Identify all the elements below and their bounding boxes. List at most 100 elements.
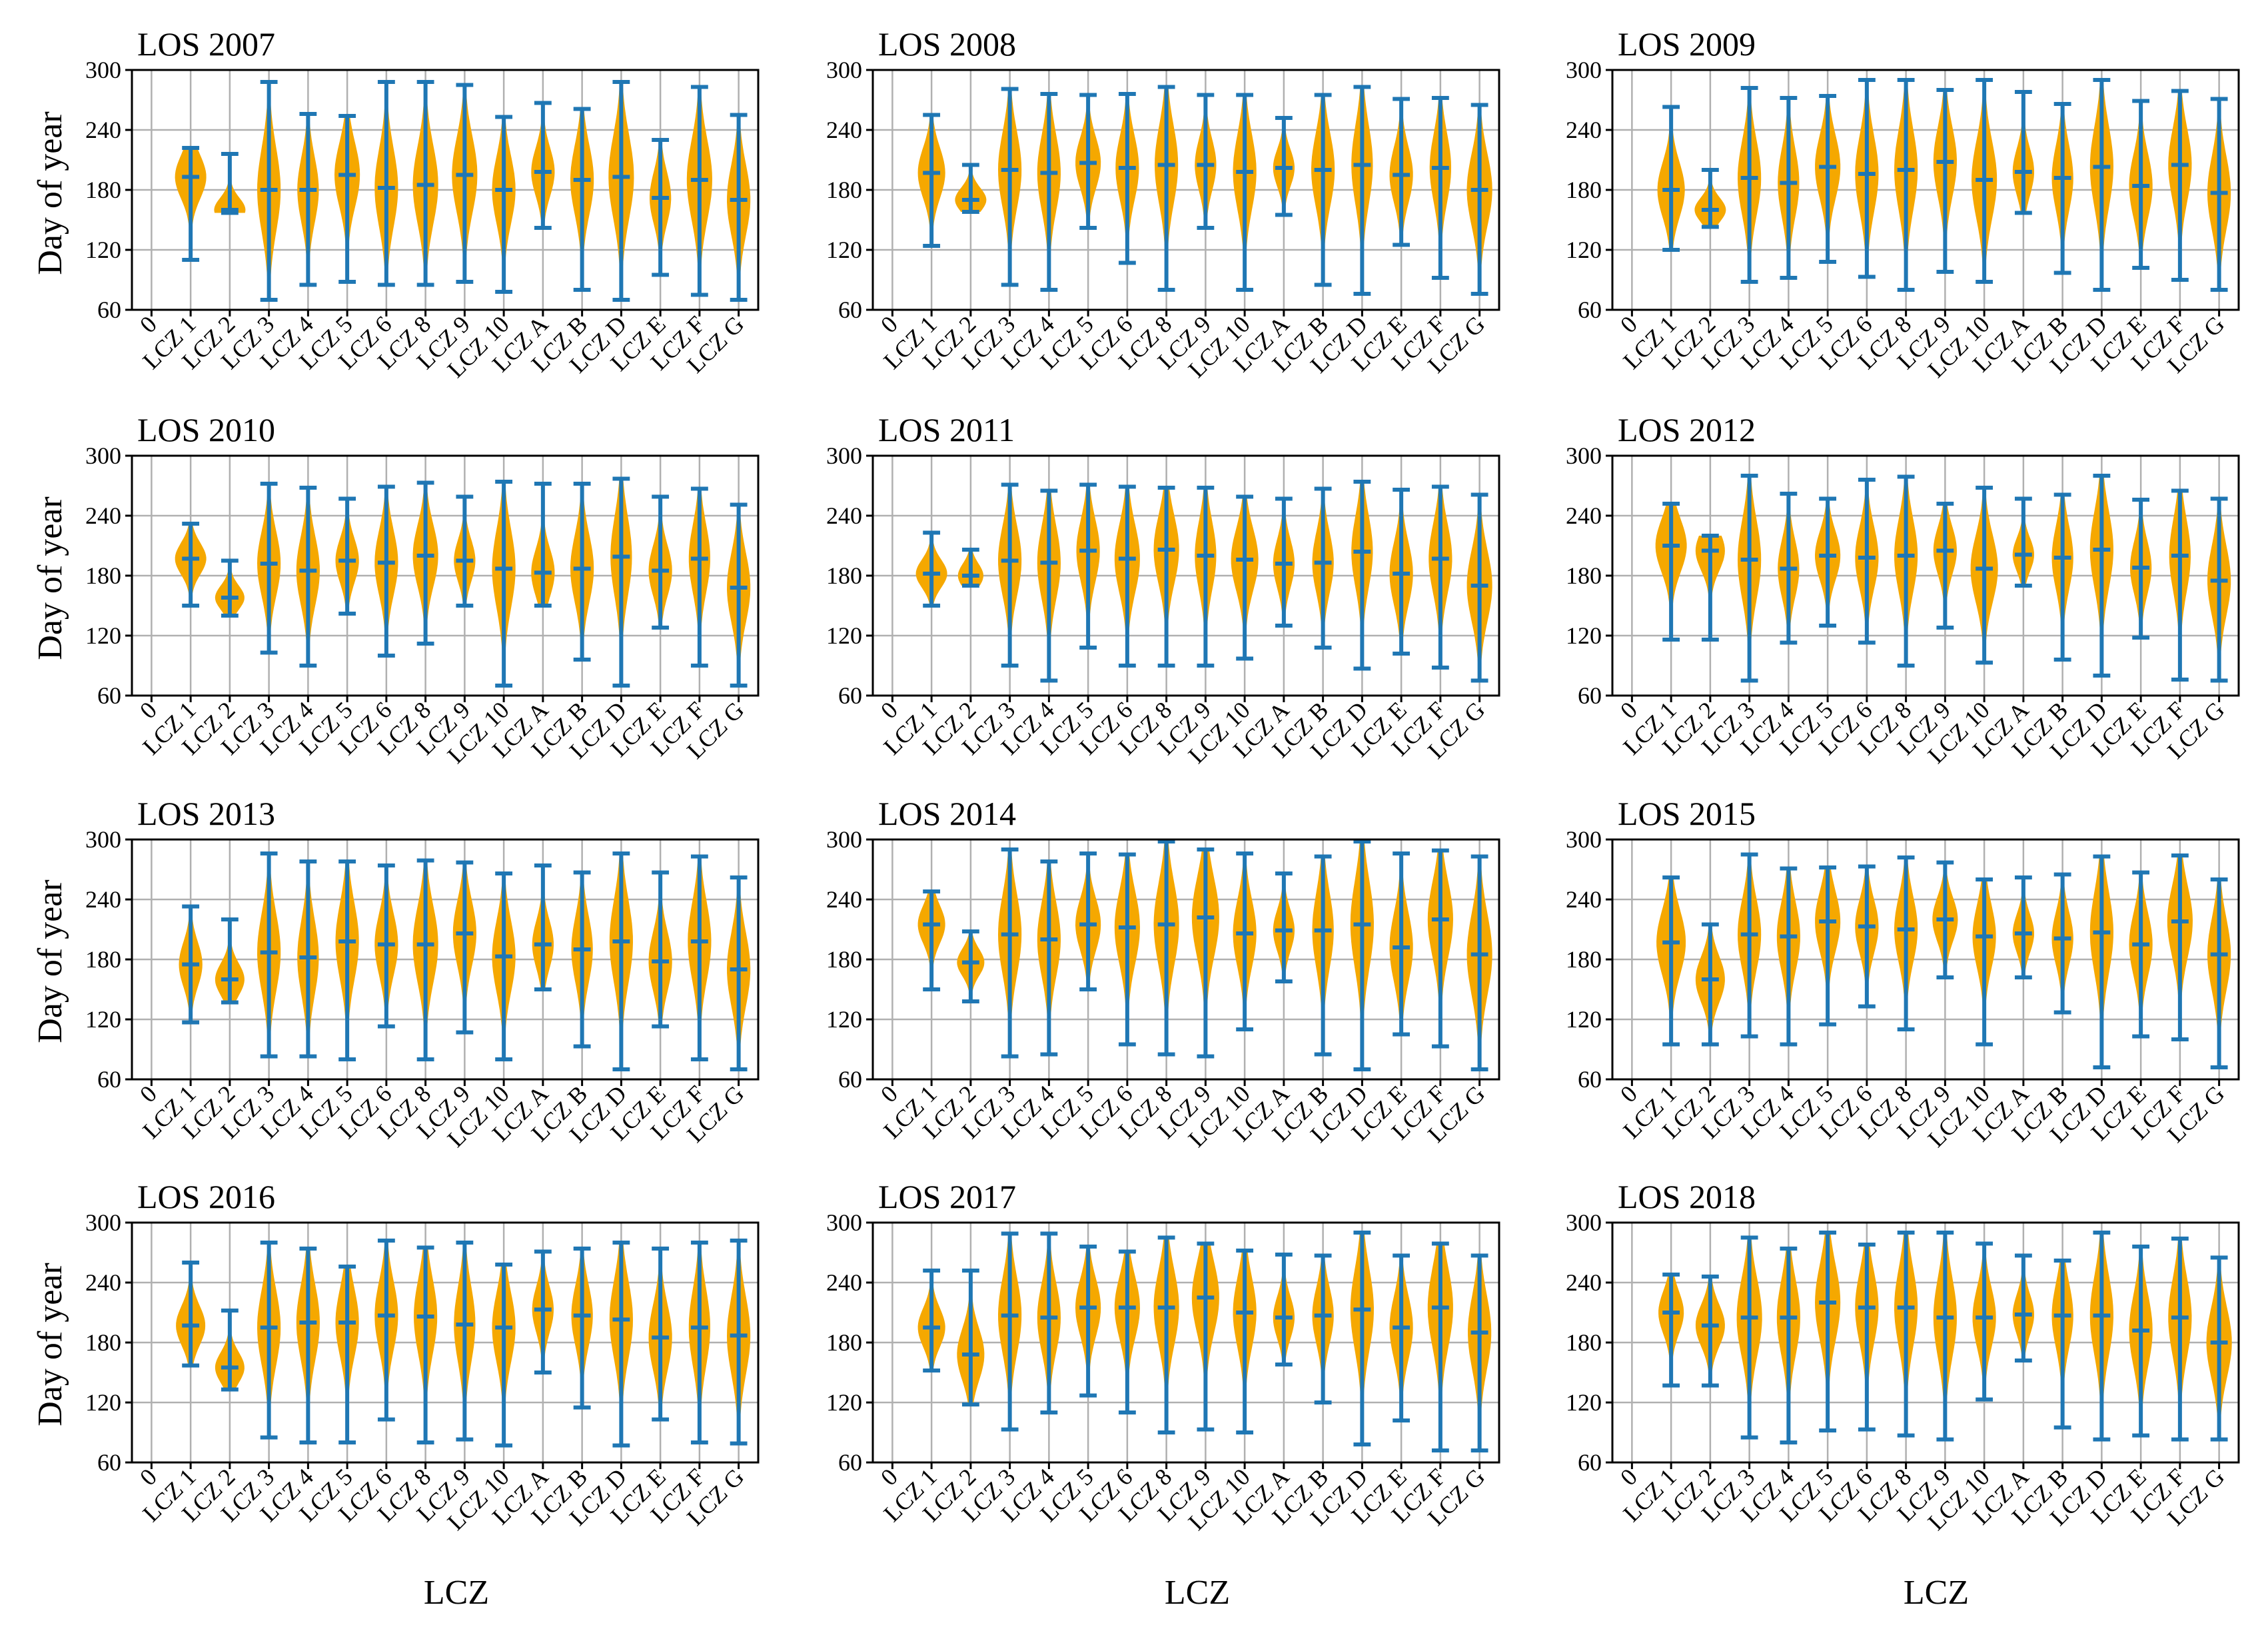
violin-lcz-b (571, 1247, 593, 1410)
violin-lcz-8 (1894, 78, 1918, 292)
violin-lcz-4 (296, 1247, 320, 1444)
violin-lcz-a (532, 863, 554, 991)
violin-lcz-g (727, 113, 751, 302)
violin-lcz-5 (1075, 93, 1101, 230)
violin-lcz-e (2129, 870, 2153, 1039)
y-tick-label: 60 (97, 682, 121, 709)
violin-lcz-3 (998, 847, 1022, 1059)
y-tick-label: 180 (826, 177, 862, 203)
violin-lcz-e (1389, 488, 1413, 656)
x-tick-label: 0 (135, 696, 162, 724)
violin-lcz-b (1312, 854, 1334, 1057)
y-tick-label: 60 (1578, 1066, 1602, 1093)
violin-lcz-2 (1695, 922, 1725, 1047)
y-tick-label: 180 (826, 946, 862, 973)
violin-lcz-b (570, 482, 594, 662)
violin-lcz-a (1273, 496, 1295, 628)
violin-lcz-10 (1231, 494, 1259, 661)
violin-lcz-g (727, 502, 751, 688)
x-tick-label: 0 (135, 1080, 162, 1107)
violin-lcz-1 (1656, 875, 1686, 1047)
x-axis-label-col-3: LCZ (1904, 1574, 1969, 1612)
x-tick-label: 0 (875, 1463, 903, 1490)
violin-lcz-4 (297, 112, 319, 287)
y-tick-label: 180 (826, 1329, 862, 1356)
violin-lcz-f (688, 486, 710, 668)
violin-lcz-5 (335, 1265, 359, 1444)
y-tick-label: 180 (826, 562, 862, 589)
violin-lcz-a (2012, 90, 2034, 215)
y-tick-label: 120 (85, 1006, 121, 1033)
violin-lcz-4 (1037, 488, 1061, 683)
violin-lcz-6 (374, 1239, 398, 1422)
y-tick-label: 240 (826, 117, 862, 143)
violin-lcz-3 (998, 1231, 1022, 1432)
violin-lcz-g (727, 1239, 751, 1446)
x-tick-label: 0 (875, 310, 903, 338)
violin-lcz-10 (1233, 93, 1257, 292)
violin-lcz-6 (1855, 78, 1879, 279)
panel-title-los-2008: LOS 2008 (878, 25, 1016, 63)
y-tick-label: 60 (1578, 296, 1602, 323)
y-tick-label: 300 (85, 442, 121, 469)
violin-lcz-f (1428, 484, 1452, 670)
violin-lcz-1 (917, 1269, 945, 1372)
y-tick-label: 240 (85, 117, 121, 143)
violin-lcz-8 (1153, 486, 1179, 668)
violin-lcz-2 (955, 163, 987, 214)
violin-lcz-f (2168, 1237, 2192, 1442)
violin-lcz-b (571, 870, 593, 1049)
violin-lcz-4 (296, 486, 320, 668)
y-tick-label: 300 (85, 1209, 121, 1236)
violin-lcz-f (2169, 488, 2191, 682)
y-axis-label-row-3: Day of year (31, 879, 69, 1043)
y-tick-label: 60 (838, 1066, 862, 1093)
y-tick-label: 60 (97, 1449, 121, 1476)
violin-lcz-g (1466, 492, 1492, 683)
violin-lcz-1 (915, 530, 947, 608)
violin-lcz-8 (412, 858, 438, 1061)
y-tick-label: 60 (838, 296, 862, 323)
violin-lcz-f (1429, 96, 1451, 280)
violin-lcz-g (727, 875, 751, 1071)
violin-lcz-g (1466, 103, 1492, 296)
violin-lcz-4 (1778, 96, 1800, 280)
violin-lcz-6 (1114, 852, 1140, 1047)
violin-lcz-1 (179, 904, 203, 1025)
violin-lcz-2 (957, 929, 985, 1003)
violin-lcz-b (570, 107, 594, 292)
violin-lcz-5 (1815, 1231, 1841, 1432)
violin-lcz-f (2168, 89, 2192, 282)
violin-lcz-3 (1738, 474, 1762, 683)
violin-lcz-3 (257, 851, 281, 1059)
violin-lcz-8 (1153, 839, 1179, 1057)
violin-lcz-g (2207, 97, 2231, 292)
panel-title-los-2017: LOS 2017 (878, 1178, 1016, 1215)
violin-lcz-a (1273, 871, 1295, 983)
y-tick-label: 240 (85, 886, 121, 913)
y-tick-label: 60 (97, 296, 121, 323)
x-axis-label-col-1: LCZ (424, 1574, 489, 1612)
violin-lcz-5 (1815, 865, 1841, 1027)
violin-lcz-b (2051, 102, 2073, 275)
violin-lcz-2 (1695, 1275, 1725, 1388)
violin-lcz-2 (1695, 534, 1725, 642)
violin-lcz-4 (1037, 1231, 1061, 1414)
violin-lcz-6 (374, 863, 398, 1029)
violin-lcz-3 (1738, 86, 1762, 284)
violin-lcz-9 (1195, 93, 1217, 230)
violin-lcz-g (1466, 854, 1492, 1071)
violin-lcz-8 (1153, 1235, 1179, 1434)
y-tick-label: 300 (85, 57, 121, 83)
violin-lcz-6 (1855, 478, 1879, 645)
violin-lcz-e (1389, 97, 1413, 247)
y-tick-label: 180 (1566, 1329, 1602, 1356)
violin-lcz-e (1389, 1253, 1413, 1422)
y-tick-label: 120 (1566, 1006, 1602, 1033)
